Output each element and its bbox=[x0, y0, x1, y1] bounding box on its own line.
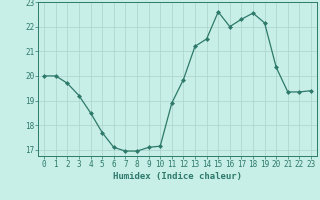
X-axis label: Humidex (Indice chaleur): Humidex (Indice chaleur) bbox=[113, 172, 242, 181]
